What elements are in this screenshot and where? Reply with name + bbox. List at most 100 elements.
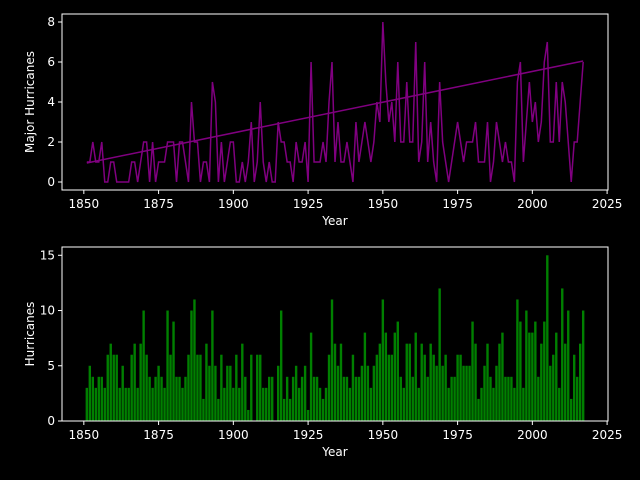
bar (211, 310, 214, 421)
bar (256, 354, 259, 421)
x-tick-label: 2000 (517, 428, 548, 442)
bar (456, 354, 459, 421)
x-tick-label: 2025 (592, 428, 623, 442)
bar (244, 376, 247, 421)
bar (309, 332, 313, 421)
bar (241, 343, 244, 421)
bar (525, 310, 528, 421)
bar (357, 376, 361, 421)
bar (396, 321, 399, 421)
bar (178, 376, 181, 421)
bar (163, 387, 166, 421)
bar (468, 365, 471, 421)
y-tick-label: 15 (40, 248, 55, 262)
bar (106, 354, 109, 421)
bar (462, 365, 465, 421)
bar (190, 310, 193, 421)
bar (531, 332, 534, 421)
bar (420, 343, 423, 421)
bar (390, 354, 394, 421)
bar (142, 310, 145, 421)
bar (453, 376, 456, 421)
bar (432, 354, 435, 421)
bar (118, 387, 121, 421)
bar (229, 365, 232, 421)
bar (345, 376, 349, 421)
bar (160, 376, 163, 421)
x-tick-label: 2000 (517, 197, 548, 211)
bar (581, 310, 585, 421)
bar (504, 376, 507, 421)
bar (306, 409, 310, 421)
bar (303, 365, 307, 421)
bar (537, 376, 540, 421)
bar (546, 255, 549, 421)
bar (405, 343, 408, 421)
x-tick-label: 1950 (368, 428, 399, 442)
bar (552, 354, 555, 421)
bar (262, 387, 265, 421)
bar (477, 398, 480, 421)
bar (578, 343, 582, 421)
bar (450, 376, 453, 421)
bar (555, 332, 558, 421)
bar (426, 376, 429, 421)
bar (447, 387, 450, 421)
bar (444, 354, 447, 421)
bar (441, 365, 444, 421)
x-tick-label: 1850 (69, 428, 100, 442)
bar (378, 343, 382, 421)
bar (157, 365, 160, 421)
bar (130, 354, 133, 421)
bar (474, 343, 477, 421)
bar (336, 365, 340, 421)
bar (121, 365, 124, 421)
bar (169, 354, 172, 421)
bar (91, 376, 94, 421)
bar (501, 332, 504, 421)
bar (363, 332, 367, 421)
bar (540, 343, 543, 421)
bar (151, 387, 154, 421)
bar (300, 376, 304, 421)
bar (199, 354, 202, 421)
bar (109, 343, 112, 421)
bar (285, 376, 289, 421)
bar (402, 387, 405, 421)
bar (238, 387, 241, 421)
bar (124, 387, 127, 421)
bar (294, 365, 298, 421)
bar (85, 387, 89, 421)
bar (318, 387, 322, 421)
bar (387, 354, 391, 421)
bar (372, 365, 376, 421)
x-axis-label: Year (321, 445, 347, 459)
bar (321, 398, 325, 421)
bar (154, 376, 157, 421)
bar (429, 343, 432, 421)
bar (351, 354, 355, 421)
x-tick-label: 1900 (218, 428, 249, 442)
bar (393, 332, 396, 421)
bar (100, 376, 103, 421)
bar (516, 299, 519, 421)
bar (564, 343, 567, 421)
bar (489, 376, 492, 421)
bar (288, 398, 292, 421)
x-tick-label: 1875 (143, 197, 174, 211)
x-tick-label: 1925 (293, 428, 324, 442)
x-tick-label: 1975 (442, 428, 473, 442)
bar (417, 387, 420, 421)
axes-frame (61, 13, 609, 191)
bar (202, 398, 205, 421)
y-tick-label: 2 (47, 135, 55, 149)
y-tick-label: 8 (47, 15, 55, 29)
bar (139, 343, 142, 421)
x-tick-label: 1850 (69, 197, 100, 211)
bar (438, 288, 441, 421)
bar (297, 387, 301, 421)
bar (205, 343, 208, 421)
bar (214, 365, 217, 421)
bar (369, 387, 373, 421)
bar (220, 354, 223, 421)
